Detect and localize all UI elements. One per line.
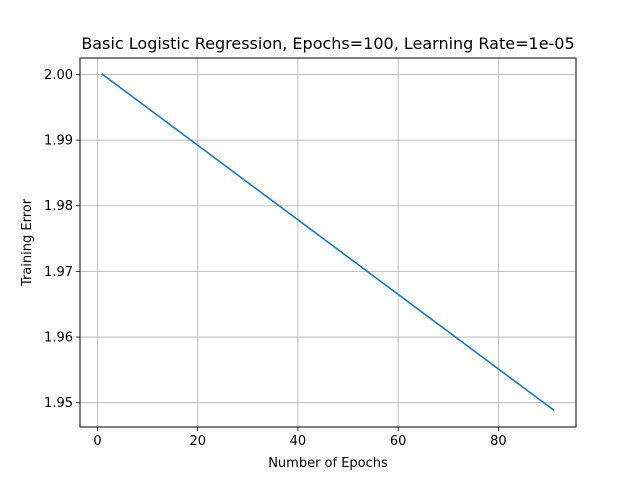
y-tick-label: 1.96 [44, 331, 73, 346]
x-axis-ticks: 0 20 40 60 80 [93, 427, 507, 449]
series-line [101, 73, 555, 412]
x-tick-label: 60 [390, 434, 407, 449]
y-tick-label: 1.95 [44, 396, 73, 411]
x-axis-label: Number of Epochs [268, 456, 388, 471]
y-axis-ticks: 1.95 1.96 1.97 1.98 1.99 2.00 [44, 68, 80, 411]
y-tick-label: 2.00 [44, 68, 73, 83]
y-tick-label: 1.98 [44, 199, 73, 214]
grid [80, 58, 576, 427]
y-axis-label: Training Error [20, 198, 35, 287]
x-tick-label: 40 [290, 434, 307, 449]
y-tick-label: 1.97 [44, 265, 73, 280]
chart-title: Basic Logistic Regression, Epochs=100, L… [81, 34, 574, 53]
series-layer [101, 73, 555, 412]
plot-frame [79, 57, 577, 428]
x-tick-label: 20 [189, 434, 206, 449]
x-tick-label: 0 [93, 434, 101, 449]
y-tick-label: 1.99 [44, 134, 73, 149]
x-tick-label: 80 [490, 434, 507, 449]
